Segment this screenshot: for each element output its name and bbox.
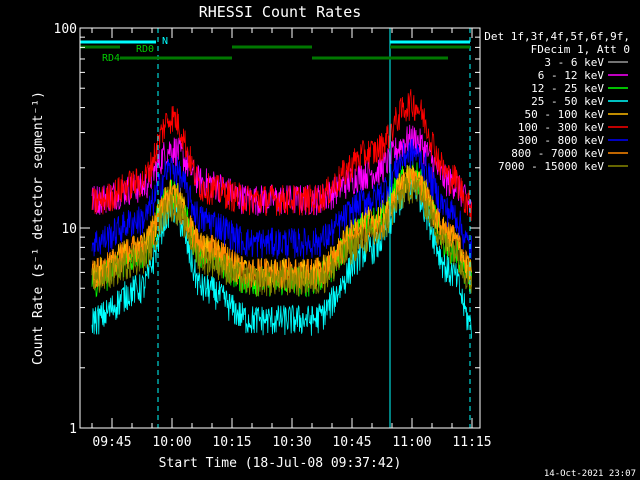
x-tick-label-2: 10:15: [212, 435, 251, 450]
state-bars: N RD0 RD4: [80, 36, 470, 64]
legend-label-4: 50 - 100 keV: [525, 108, 605, 121]
timestamp: 14-Oct-2021 23:07: [544, 469, 636, 479]
legend: Det 1f,3f,4f,5f,6f,9f,FDecim 1, Att 03 -…: [484, 30, 630, 173]
legend-label-8: 7000 - 15000 keV: [498, 160, 604, 173]
legend-label-2: 12 - 25 keV: [531, 82, 604, 95]
series-line-6: [91, 138, 472, 260]
y-tick-label-0: 1: [69, 422, 77, 437]
legend-label-7: 800 - 7000 keV: [511, 147, 604, 160]
legend-title-line-1: FDecim 1, Att 0: [531, 43, 630, 56]
x-tick-label-0: 09:45: [92, 435, 131, 450]
x-axis-label: Start Time (18-Jul-08 09:37:42): [159, 456, 402, 471]
x-tick-label-1: 10:00: [152, 435, 191, 450]
y-axis-label: Count Rate (s⁻¹ detector segment⁻¹): [31, 91, 46, 365]
x-tick-label-3: 10:30: [272, 435, 311, 450]
y-tick-label-2: 100: [54, 22, 77, 37]
state-bar-label-rd0: RD0: [136, 44, 154, 55]
x-tick-label-4: 10:45: [332, 435, 371, 450]
chart-title: RHESSI Count Rates: [199, 3, 362, 21]
legend-label-3: 25 - 50 keV: [531, 95, 604, 108]
series-layer: [91, 89, 472, 339]
x-tick-label-5: 11:00: [392, 435, 431, 450]
legend-label-5: 100 - 300 keV: [518, 121, 604, 134]
legend-label-6: 300 - 800 keV: [518, 134, 604, 147]
axes: 1 10 100 09:45 10:00 10:15 10:30 10:45 11:00 11:1…: [54, 22, 492, 450]
state-bar-label-rd4: RD4: [102, 53, 120, 64]
legend-label-1: 6 - 12 keV: [538, 69, 605, 82]
y-tick-label-1: 10: [61, 222, 77, 237]
series-line-8: [91, 176, 472, 297]
x-tick-label-6: 11:15: [452, 435, 491, 450]
series-line-5: [91, 89, 472, 222]
legend-label-0: 3 - 6 keV: [544, 56, 604, 69]
state-bar-label-n: N: [162, 36, 168, 47]
legend-title-line-0: Det 1f,3f,4f,5f,6f,9f,: [484, 30, 630, 43]
